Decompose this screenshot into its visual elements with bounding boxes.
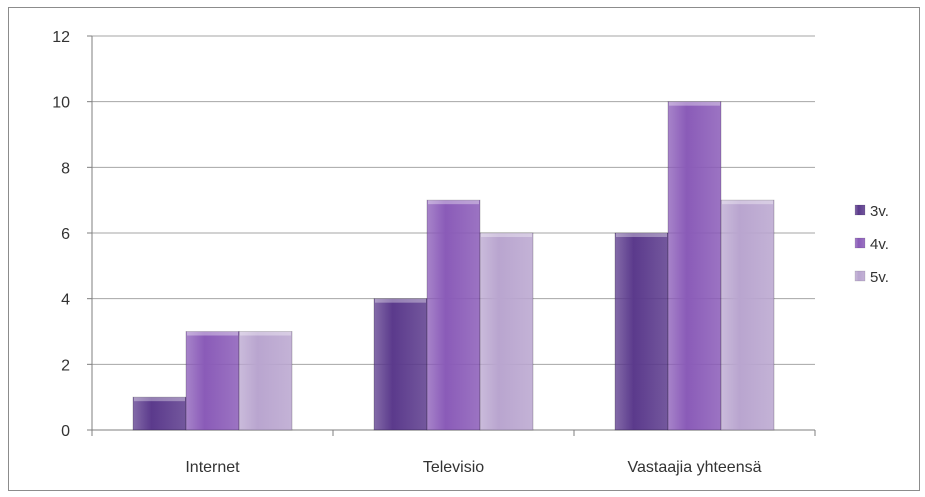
legend-swatch-0 <box>854 204 866 216</box>
y-tick-labels: 0 2 4 6 8 10 12 <box>52 29 70 440</box>
bar-highlight <box>375 298 426 303</box>
legend-swatch-2 <box>854 270 866 282</box>
x-category-labels: Internet Televisio Vastaajia yhteensä <box>185 459 761 476</box>
bar-internet-3v <box>132 396 187 431</box>
bar-internet-5v <box>238 331 293 431</box>
x-category-label-2: Vastaajia yhteensä <box>627 459 761 476</box>
bar-highlight <box>669 101 720 106</box>
y-tick-label-12: 12 <box>52 29 70 46</box>
y-tick-label-8: 8 <box>61 160 70 177</box>
x-category-label-1: Televisio <box>423 459 484 476</box>
bar-televisio-4v <box>426 199 481 431</box>
bar-televisio-5v <box>479 232 534 431</box>
x-category-label-0: Internet <box>185 459 240 476</box>
bar-highlight <box>481 233 532 237</box>
bar-vastaajia-yhteens--3v <box>614 232 669 431</box>
y-tick-label-6: 6 <box>61 226 70 243</box>
bar-highlight <box>428 200 479 205</box>
y-tick-label-2: 2 <box>61 357 70 374</box>
legend: 3v. 4v. 5v. <box>854 203 889 286</box>
bar-highlight <box>187 331 238 336</box>
legend-label-2: 5v. <box>870 269 889 286</box>
bar-highlight <box>722 200 773 205</box>
y-tick-label-0: 0 <box>61 423 70 440</box>
legend-label-0: 3v. <box>870 203 889 220</box>
bars <box>132 101 775 431</box>
y-tick-label-10: 10 <box>52 95 70 112</box>
bar-highlight <box>240 331 291 336</box>
bar-internet-4v <box>185 331 240 431</box>
legend-swatch-1 <box>854 237 866 249</box>
bar-vastaajia-yhteens--5v <box>720 199 775 431</box>
y-tick-label-4: 4 <box>61 292 70 309</box>
bar-highlight <box>134 397 185 402</box>
bar-highlight <box>616 233 667 237</box>
legend-label-1: 4v. <box>870 236 889 253</box>
bar-vastaajia-yhteens--4v <box>667 101 722 431</box>
bar-televisio-3v <box>373 298 428 431</box>
